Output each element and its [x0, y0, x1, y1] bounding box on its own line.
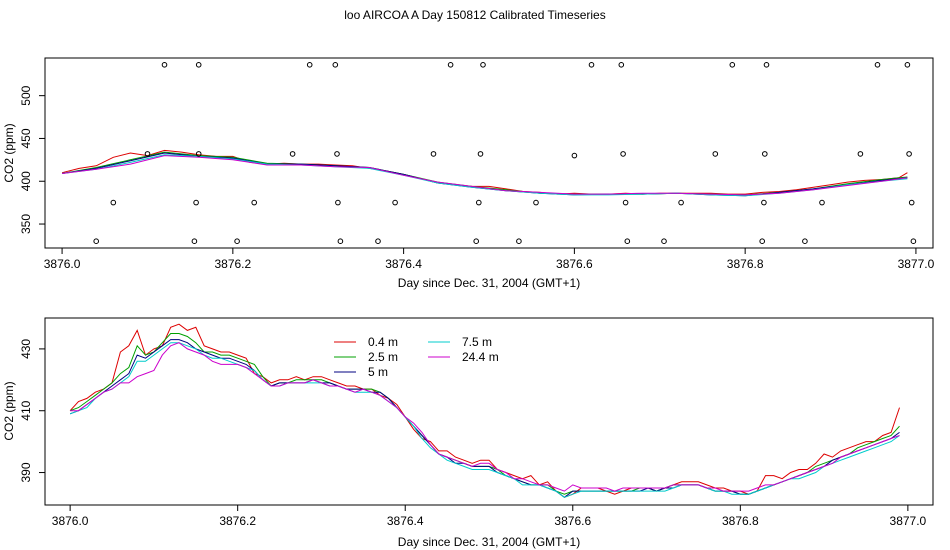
x-tick-label: 3876.4	[387, 514, 424, 528]
data-point	[874, 62, 881, 68]
data-point	[571, 152, 578, 159]
data-point	[195, 151, 202, 157]
x-tick-label: 3877.0	[890, 514, 927, 528]
x-tick-label: 3877.0	[898, 257, 935, 271]
data-point	[661, 238, 667, 244]
data-point	[430, 151, 437, 157]
x-tick-label: 3876.4	[385, 257, 422, 271]
data-point	[93, 238, 99, 244]
data-point	[618, 62, 625, 68]
series-line-0-4-m	[69, 323, 900, 498]
data-point	[193, 199, 199, 206]
data-point	[622, 199, 629, 206]
data-point	[763, 62, 770, 68]
series-line-24-4-m	[70, 342, 900, 492]
data-point	[857, 151, 864, 157]
data-point	[476, 199, 482, 206]
data-point	[906, 151, 912, 157]
data-point	[620, 151, 626, 157]
y-tick-label: 450	[19, 128, 33, 148]
series-line-5	[62, 155, 908, 196]
legend-label: 24.4 m	[462, 350, 499, 364]
data-point	[588, 62, 595, 68]
data-point	[251, 199, 257, 206]
data-point	[334, 151, 340, 157]
data-point	[802, 238, 808, 244]
data-point	[191, 238, 198, 244]
data-point	[624, 238, 631, 244]
x-axis-label-bottom: Day since Dec. 31, 2004 (GMT+1)	[398, 535, 580, 549]
y-axis-label-top: CO2 (ppm)	[2, 123, 16, 182]
data-point	[161, 62, 168, 68]
series-line-4	[62, 154, 908, 197]
x-axis-label-top: Day since Dec. 31, 2004 (GMT+1)	[398, 276, 580, 290]
data-point	[761, 199, 767, 206]
y-tick-label: 400	[19, 171, 33, 191]
y-tick-label: 350	[19, 214, 33, 234]
legend-label: 7.5 m	[462, 335, 492, 349]
x-tick-label: 3876.8	[722, 514, 759, 528]
data-point	[337, 238, 344, 244]
panel-top: 3876.0 3876.2 3876.4 3876.6 3876.8 3877.0 350…	[2, 57, 935, 290]
data-point	[480, 62, 486, 68]
data-point	[477, 151, 484, 157]
data-point	[678, 199, 684, 206]
data-point	[335, 199, 341, 206]
y-tick-label: 430	[19, 339, 33, 359]
data-point	[910, 238, 917, 244]
series-line-1	[61, 149, 908, 195]
legend-label: 2.5 m	[368, 350, 398, 364]
legend: 0.4 m2.5 m5 m 7.5 m24.4 m	[334, 335, 499, 379]
panel-bottom: 3876.0 3876.2 3876.4 3876.6 3876.8 3877.0 390…	[2, 317, 934, 549]
data-point	[904, 62, 911, 68]
series-line-7-5-m	[69, 342, 900, 498]
legend-label: 0.4 m	[368, 335, 398, 349]
y-axis-label-bottom: CO2 (ppm)	[2, 381, 16, 440]
data-point	[908, 199, 915, 206]
data-point	[392, 199, 398, 206]
data-point	[110, 199, 117, 206]
y-tick-label: 410	[19, 400, 33, 420]
x-tick-label: 3876.8	[727, 257, 764, 271]
data-point	[759, 238, 766, 244]
data-point	[289, 151, 296, 157]
data-point	[533, 199, 539, 206]
x-tick-label: 3876.6	[556, 257, 593, 271]
data-point	[819, 199, 825, 206]
series-line-3	[62, 152, 908, 197]
x-tick-label: 3876.0	[52, 514, 89, 528]
y-tick-label: 500	[19, 85, 33, 105]
y-tick-label: 390	[19, 462, 33, 482]
data-point	[234, 238, 240, 244]
x-tick-label: 3876.2	[219, 514, 256, 528]
page-title: loo AIRCOA A Day 150812 Calibrated Times…	[344, 8, 605, 22]
data-point	[516, 238, 522, 244]
data-point	[447, 62, 454, 68]
data-point	[195, 62, 202, 68]
data-point	[375, 238, 381, 244]
data-point	[144, 151, 151, 157]
data-point	[473, 238, 480, 244]
x-tick-label: 3876.2	[214, 257, 251, 271]
data-point	[729, 62, 736, 68]
legend-label: 5 m	[368, 365, 388, 379]
x-tick-label: 3876.6	[554, 514, 591, 528]
data-point	[332, 62, 339, 68]
data-point	[762, 151, 768, 157]
x-tick-label: 3876.0	[44, 257, 81, 271]
data-point	[712, 151, 719, 157]
data-point	[306, 62, 313, 68]
